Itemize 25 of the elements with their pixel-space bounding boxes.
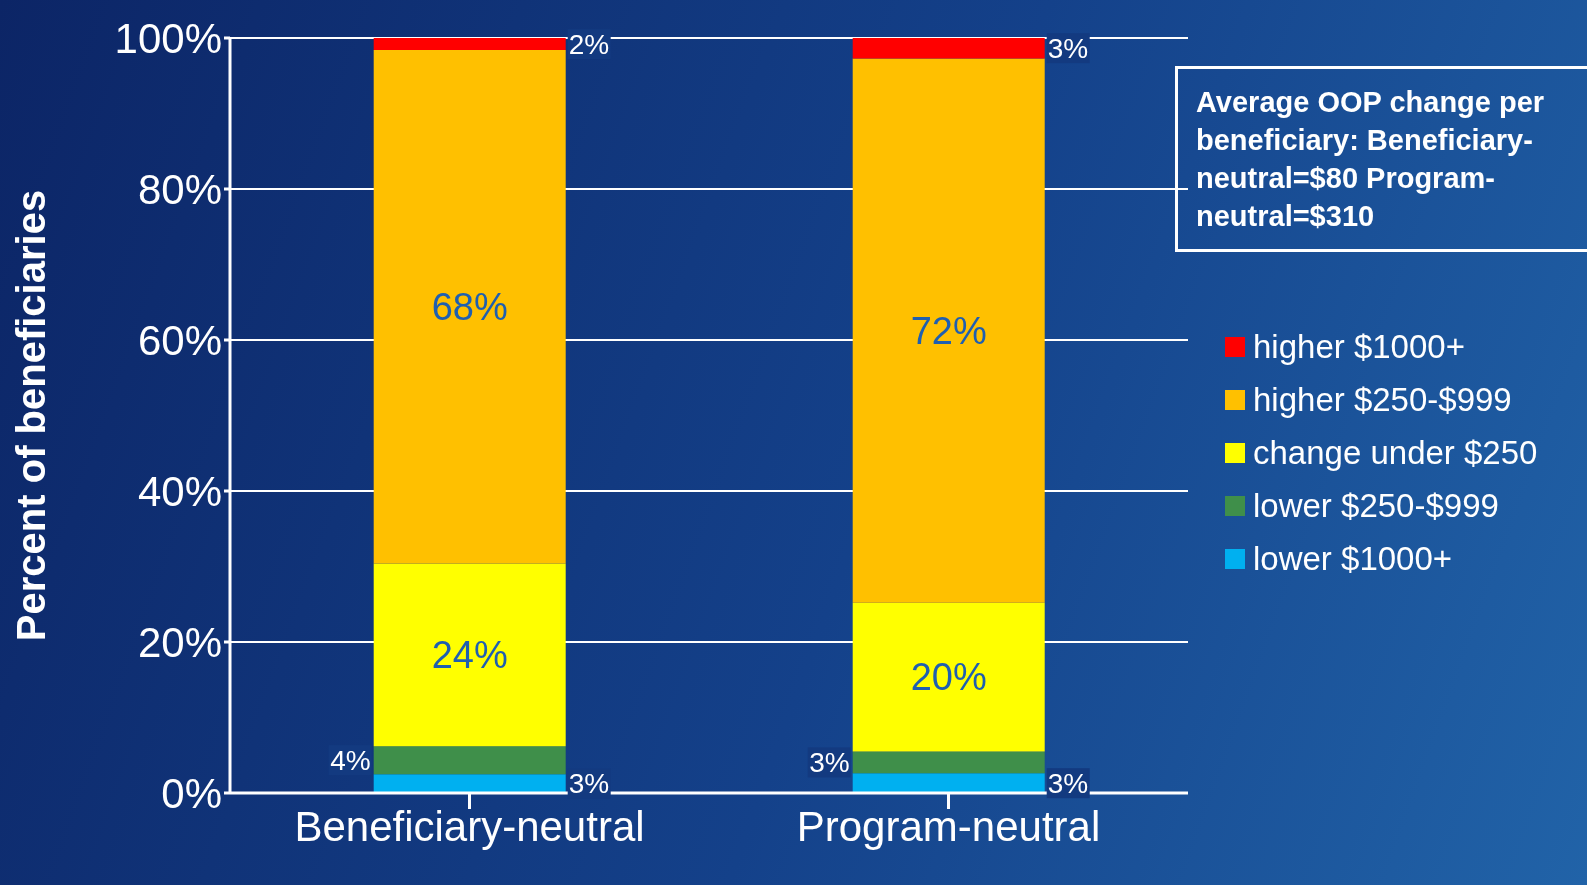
legend-label: higher $250-$999	[1253, 380, 1512, 419]
y-tick-label: 20%	[137, 618, 222, 666]
y-tick-label: 100%	[114, 14, 222, 62]
y-axis-title: Percent of beneficiaries	[9, 189, 53, 642]
data-label: 3%	[1047, 767, 1089, 799]
text: Average OOP change per beneficiary: Beneficiary-neutral=$80 Program-neutral=$310	[1175, 66, 1587, 252]
legend-label: change under $250	[1253, 433, 1538, 472]
y-tick-label: 60%	[137, 316, 222, 364]
y-tick-label: 80%	[137, 165, 222, 213]
data-label: 2%	[568, 28, 610, 60]
x-tick-label: Beneficiary-neutral	[294, 802, 645, 850]
legend-label: lower $1000+	[1253, 539, 1453, 578]
data-label: 72%	[910, 309, 987, 352]
y-tick-label: 40%	[137, 467, 222, 515]
data-label: 68%	[431, 285, 508, 328]
y-tick-label: 0%	[161, 769, 222, 817]
x-tick-label: Program-neutral	[796, 802, 1101, 850]
data-label: 3%	[809, 746, 850, 778]
legend-label: lower $250-$999	[1253, 486, 1499, 525]
data-label: 20%	[910, 656, 987, 699]
data-label: 24%	[431, 633, 508, 676]
data-label: 3%	[568, 768, 610, 800]
legend-label: higher $1000+	[1253, 327, 1465, 366]
data-label: 3%	[1047, 32, 1089, 64]
data-label: 4%	[330, 744, 371, 776]
